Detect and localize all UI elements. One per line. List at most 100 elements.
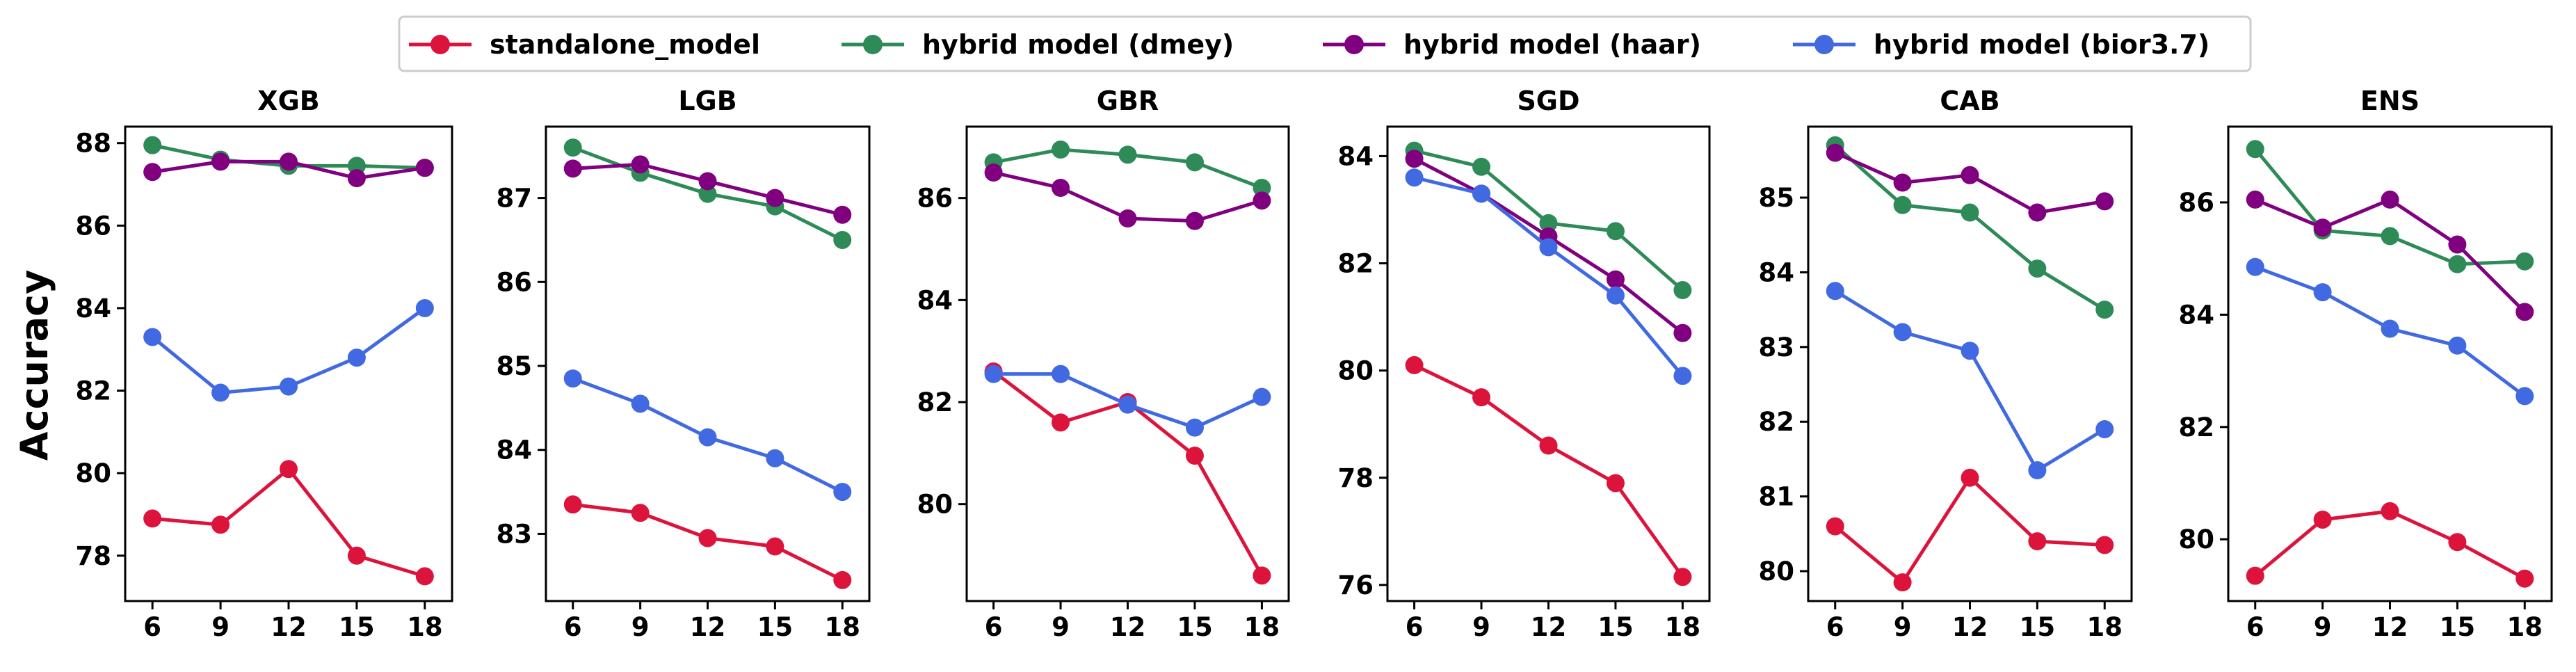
data-point	[415, 159, 434, 177]
legend-item-hybrid-model-bior3-7: hybrid model (bior3.7)	[1793, 29, 2209, 60]
legend-label: hybrid model (dmey)	[922, 29, 1234, 60]
y-tick-label: 80	[917, 490, 953, 520]
data-point	[631, 504, 650, 522]
y-tick-label: 81	[1759, 482, 1795, 512]
data-point	[1961, 166, 1979, 184]
data-point	[1185, 447, 1204, 465]
data-point	[1961, 342, 1979, 360]
data-point	[2246, 140, 2264, 159]
data-point	[347, 157, 366, 175]
data-point	[1118, 145, 1137, 164]
series-hybrid-model-bior3-7	[143, 298, 434, 402]
x-tick-label: 9	[1894, 612, 1912, 642]
data-point	[2515, 303, 2534, 321]
data-point	[563, 138, 582, 157]
data-point	[1472, 157, 1491, 176]
series-line	[1414, 175, 1684, 377]
data-point	[1405, 150, 1424, 168]
data-point	[1052, 413, 1070, 432]
y-tick-label: 84	[2179, 300, 2215, 330]
data-point	[1961, 203, 1979, 222]
data-point	[563, 369, 582, 388]
legend-marker	[430, 35, 450, 54]
data-point	[143, 328, 162, 346]
data-point	[1826, 282, 1844, 301]
series-hybrid-model-bior3-7	[563, 369, 852, 502]
data-point	[211, 152, 230, 171]
data-point	[143, 163, 162, 182]
x-tick-label: 12	[1531, 612, 1567, 642]
data-point	[631, 394, 650, 413]
legend-marker	[1814, 35, 1834, 54]
panel-gbr: GBR 6 9 12 15 18 80 82 84 86	[917, 86, 1290, 642]
y-tick-label: 80	[76, 458, 112, 488]
data-point	[984, 163, 1003, 182]
data-point	[1606, 222, 1625, 241]
data-point	[984, 365, 1003, 383]
data-point	[2095, 536, 2114, 554]
series-line	[1834, 476, 2105, 584]
series-line	[152, 467, 426, 578]
data-point	[347, 349, 366, 367]
data-point	[1606, 270, 1625, 289]
plot-frame	[1807, 125, 2133, 602]
data-point	[1539, 214, 1558, 232]
series-hybrid-model-bior3-7	[984, 365, 1271, 437]
x-tick-label: 9	[631, 612, 650, 642]
data-point	[1893, 323, 1912, 342]
data-point	[1405, 355, 1424, 374]
data-point	[280, 460, 298, 479]
y-tick-label: 76	[1338, 570, 1374, 600]
data-point	[415, 298, 434, 317]
series-hybrid-model-bior3-7	[1826, 282, 2114, 480]
data-point	[211, 383, 230, 402]
data-point	[833, 483, 852, 502]
y-tick-label: 84	[1338, 141, 1374, 171]
x-tick-label: 18	[1244, 612, 1280, 642]
panel-title: XGB	[257, 86, 319, 116]
x-tick-label: 9	[1052, 612, 1070, 642]
data-point	[2515, 252, 2534, 271]
y-tick-label: 85	[497, 351, 533, 381]
data-point	[2028, 532, 2047, 551]
data-point	[2381, 227, 2399, 246]
panel-title: CAB	[1940, 86, 1999, 116]
x-tick-label: 12	[271, 612, 307, 642]
x-tick-label: 15	[2020, 612, 2056, 642]
data-point	[1673, 568, 1692, 586]
data-point	[1253, 191, 1271, 210]
panel-ens: ENS 6 9 12 15 18 80 82 84 86	[2179, 86, 2553, 642]
y-tick-label: 86	[497, 267, 533, 297]
y-tick-label: 88	[76, 129, 112, 159]
y-axis-label: Accuracy	[13, 270, 56, 461]
series-hybrid-model-haar	[1826, 143, 2114, 222]
x-tick-label: 9	[211, 612, 230, 642]
series-standalone-model	[143, 460, 434, 586]
x-tick-label: 9	[1472, 612, 1490, 642]
series-hybrid-model-haar	[984, 163, 1271, 230]
data-point	[2246, 257, 2264, 276]
panel-title: SGD	[1517, 86, 1579, 116]
data-point	[2448, 235, 2467, 254]
x-tick-label: 6	[1406, 612, 1424, 642]
x-tick-label: 12	[2372, 612, 2408, 642]
data-point	[698, 428, 717, 447]
data-point	[1185, 211, 1204, 230]
x-tick-label: 6	[985, 612, 1003, 642]
y-tick-label: 84	[917, 285, 953, 315]
series-hybrid-model-dmey	[1826, 136, 2114, 319]
series-standalone-model	[563, 495, 852, 589]
data-point	[2515, 387, 2534, 406]
data-point	[563, 495, 582, 514]
data-point	[1253, 387, 1271, 406]
y-tick-label: 83	[1759, 333, 1795, 362]
legend-label: standalone_model	[490, 29, 760, 60]
data-point	[2448, 336, 2467, 355]
data-point	[2028, 461, 2047, 480]
data-point	[1826, 143, 1844, 162]
y-tick-label: 82	[76, 376, 112, 406]
x-tick-label: 6	[1826, 612, 1844, 642]
data-point	[280, 152, 298, 171]
data-point	[1185, 153, 1204, 172]
